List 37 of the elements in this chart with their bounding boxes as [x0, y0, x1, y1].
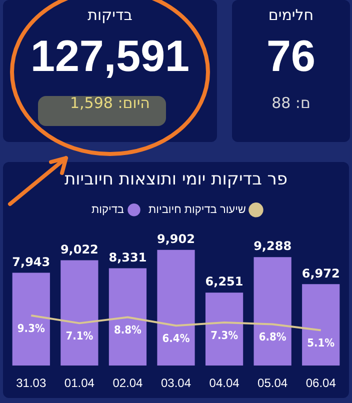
bar [60, 260, 98, 366]
bar [254, 257, 292, 366]
data-label: 7,943 [12, 254, 50, 269]
data-label: 9,288 [254, 239, 292, 254]
data-label: 8,331 [108, 250, 147, 264]
bar [108, 268, 147, 366]
x-tick-label: 02.04 [112, 376, 144, 390]
data-label: 9,022 [60, 242, 98, 256]
text: ם: 88 [270, 94, 312, 112]
text: 127,591 [29, 32, 191, 82]
bar [157, 250, 195, 366]
data-label: 6.4% [162, 332, 190, 345]
data-label: 9,902 [157, 232, 195, 246]
data-label: 6.8% [258, 330, 286, 344]
text: חלימים [267, 6, 315, 24]
data-label: 6,972 [302, 266, 340, 280]
data-label: 9.3% [17, 322, 45, 335]
data-label: 7.1% [66, 330, 94, 343]
chart-title: פר בדיקות יומי ותוצאות חיוביות [64, 170, 288, 190]
text: היום: 1,598 [69, 94, 151, 112]
data-label: 5.1% [307, 336, 335, 350]
x-tick-label: 01.04 [64, 376, 95, 390]
data-label: 7.3% [210, 328, 238, 342]
x-tick-label: 06.04 [306, 376, 336, 390]
legend-label: שיעור בדיקות חיוביות [148, 204, 246, 216]
data-label: 8.8% [114, 324, 142, 337]
x-tick-label: 31.03 [16, 376, 46, 390]
data-label: 6,251 [205, 274, 244, 289]
x-tick-label: 05.04 [258, 376, 288, 390]
text: בדיקות [86, 6, 134, 24]
bar [302, 284, 340, 366]
x-tick-label: 04.04 [209, 376, 240, 390]
bar [205, 292, 244, 366]
legend-label: בדיקות [92, 204, 124, 216]
bar [12, 272, 50, 366]
text: 76 [266, 32, 316, 82]
x-tick-label: 03.04 [160, 376, 192, 390]
